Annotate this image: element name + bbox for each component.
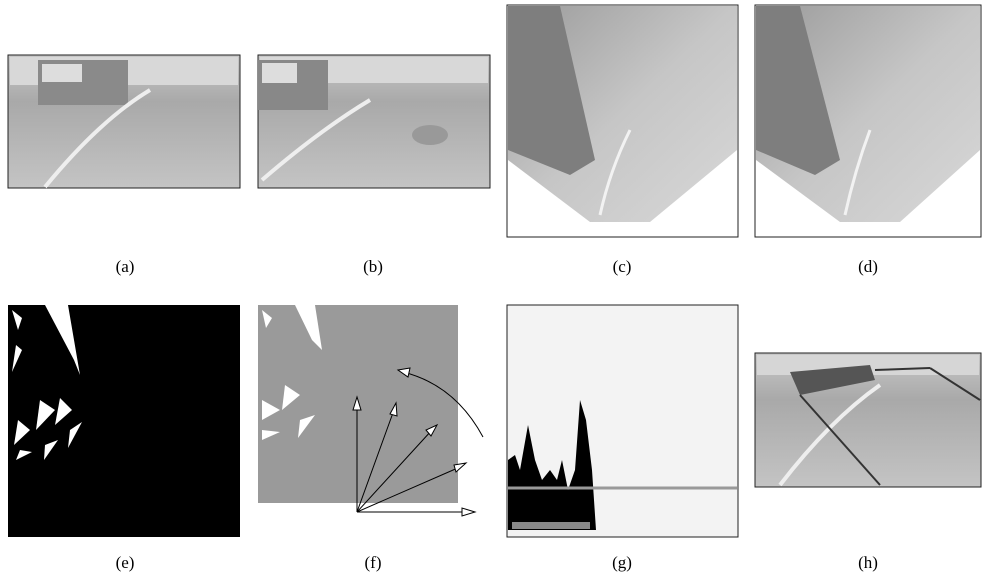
caption: (c)	[613, 257, 632, 276]
figure: (a) (b) (c) (d) (e) (f) (g) (h)	[0, 0, 982, 580]
caption: (a)	[116, 257, 135, 276]
caption: (d)	[858, 257, 878, 276]
caption: (h)	[858, 553, 878, 572]
caption: (e)	[116, 553, 135, 572]
caption: (g)	[612, 553, 632, 572]
image-g	[507, 305, 738, 537]
caption: (b)	[363, 257, 383, 276]
image-f	[258, 305, 483, 516]
caption: (f)	[365, 553, 382, 572]
image-d	[755, 5, 981, 237]
image-a	[8, 55, 240, 188]
image-h	[755, 353, 981, 487]
image-c	[507, 5, 738, 237]
image-b	[258, 55, 490, 188]
image-e	[8, 305, 240, 537]
